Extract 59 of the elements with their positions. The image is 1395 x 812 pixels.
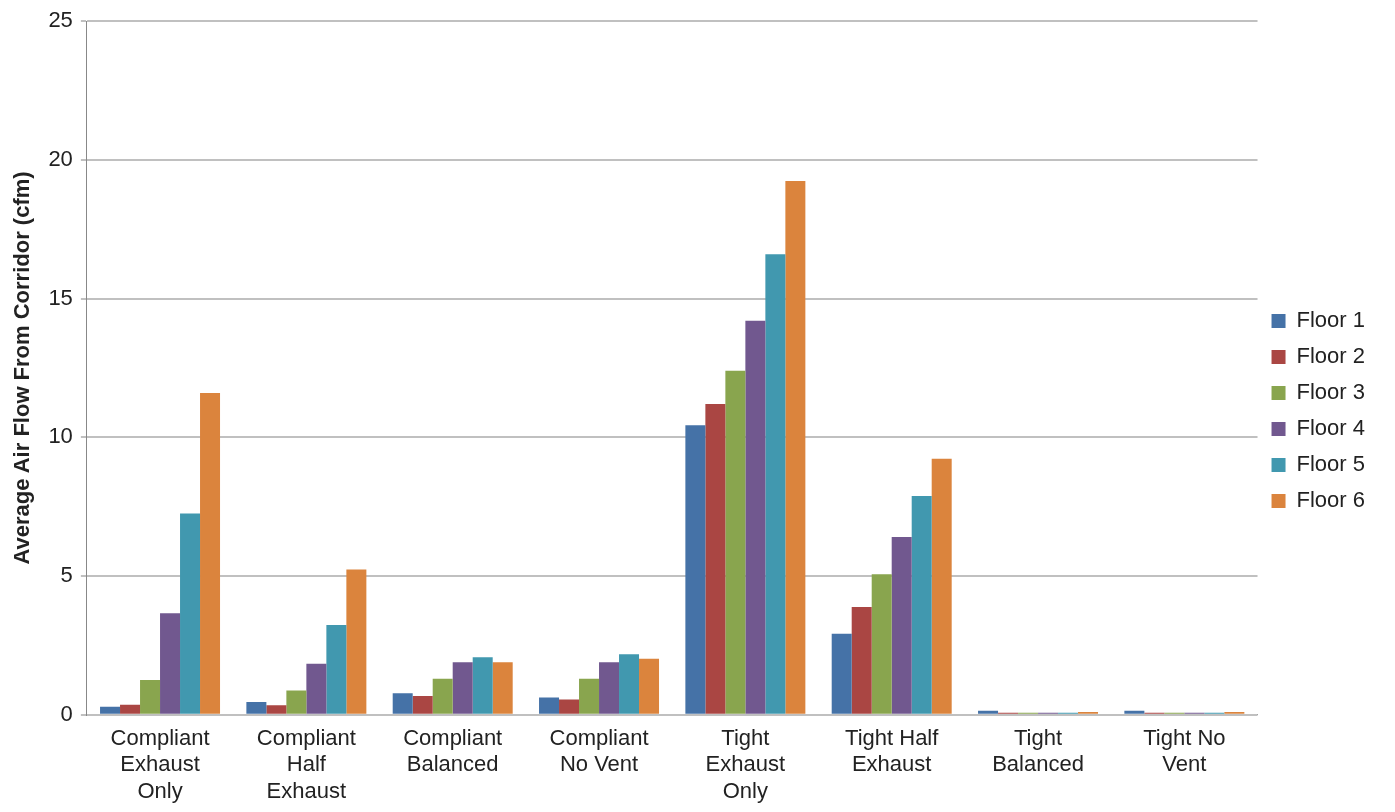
y-tick-label: 15: [48, 284, 73, 310]
bar: [705, 404, 726, 714]
bar: [599, 662, 620, 714]
bar: [472, 657, 493, 714]
bar: [559, 699, 580, 714]
legend-label: Floor 4: [1296, 415, 1366, 441]
legend-label: Floor 2: [1296, 343, 1366, 369]
bar: [326, 624, 347, 714]
bar: [891, 536, 912, 714]
legend-label: Floor 6: [1296, 487, 1366, 513]
x-tick-label: Compliant Half Exhaust: [256, 725, 356, 803]
y-tick-label: 10: [48, 423, 73, 449]
bar: [492, 662, 513, 714]
bar: [412, 695, 433, 714]
bar: [871, 574, 892, 714]
bar: [539, 697, 560, 714]
bar: [392, 693, 413, 714]
x-tick-label: Tight Half Exhaust: [845, 725, 940, 777]
x-tick-label: Tight Exhaust Only: [705, 725, 786, 803]
bar: [831, 633, 852, 714]
y-axis-title: Average Air Flow From Corridor (cfm): [9, 171, 35, 565]
y-tick-label: 20: [48, 145, 73, 171]
bar: [1124, 710, 1145, 714]
bar: [180, 513, 201, 714]
bar: [765, 254, 786, 714]
bar: [745, 320, 766, 714]
x-tick-label: Compliant Balanced: [403, 725, 503, 777]
bar: [931, 458, 952, 714]
bar: [120, 704, 141, 714]
bar: [246, 702, 267, 714]
y-tick-label: 0: [60, 700, 73, 726]
x-tick-label: Tight No Vent: [1143, 725, 1226, 777]
y-tick-label: 5: [60, 562, 73, 588]
bar: [639, 658, 660, 714]
bar: [685, 425, 706, 714]
bar: [266, 705, 287, 714]
bar: [200, 392, 221, 714]
bar: [978, 710, 999, 714]
bar: [346, 569, 367, 714]
bar: [160, 613, 181, 714]
bar: [306, 663, 327, 714]
legend-label: Floor 5: [1296, 451, 1366, 477]
bar: [911, 495, 932, 714]
bar: [725, 370, 746, 714]
legend-label: Floor 3: [1296, 379, 1366, 405]
bar: [619, 654, 640, 714]
bar: [579, 678, 600, 714]
bar: [100, 706, 121, 714]
x-tick-label: Tight Balanced: [992, 725, 1084, 777]
x-tick-label: Compliant Exhaust Only: [110, 725, 210, 803]
bar: [140, 680, 161, 714]
bar: [432, 678, 453, 714]
bar: [286, 690, 307, 714]
legend-label: Floor 1: [1296, 307, 1366, 333]
bar: [452, 662, 473, 714]
x-tick-label: Compliant No Vent: [549, 725, 649, 777]
y-tick-label: 25: [48, 7, 73, 33]
bar: [851, 606, 872, 714]
bar: [785, 181, 806, 714]
